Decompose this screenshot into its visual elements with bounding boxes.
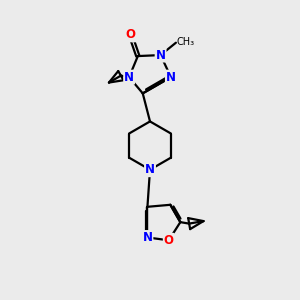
Text: O: O [164,234,174,247]
Text: N: N [156,49,166,62]
Text: N: N [145,163,155,176]
Text: O: O [125,28,136,41]
Text: N: N [166,70,176,84]
Text: CH₃: CH₃ [176,37,195,47]
Text: N: N [124,70,134,84]
Text: N: N [142,231,152,244]
